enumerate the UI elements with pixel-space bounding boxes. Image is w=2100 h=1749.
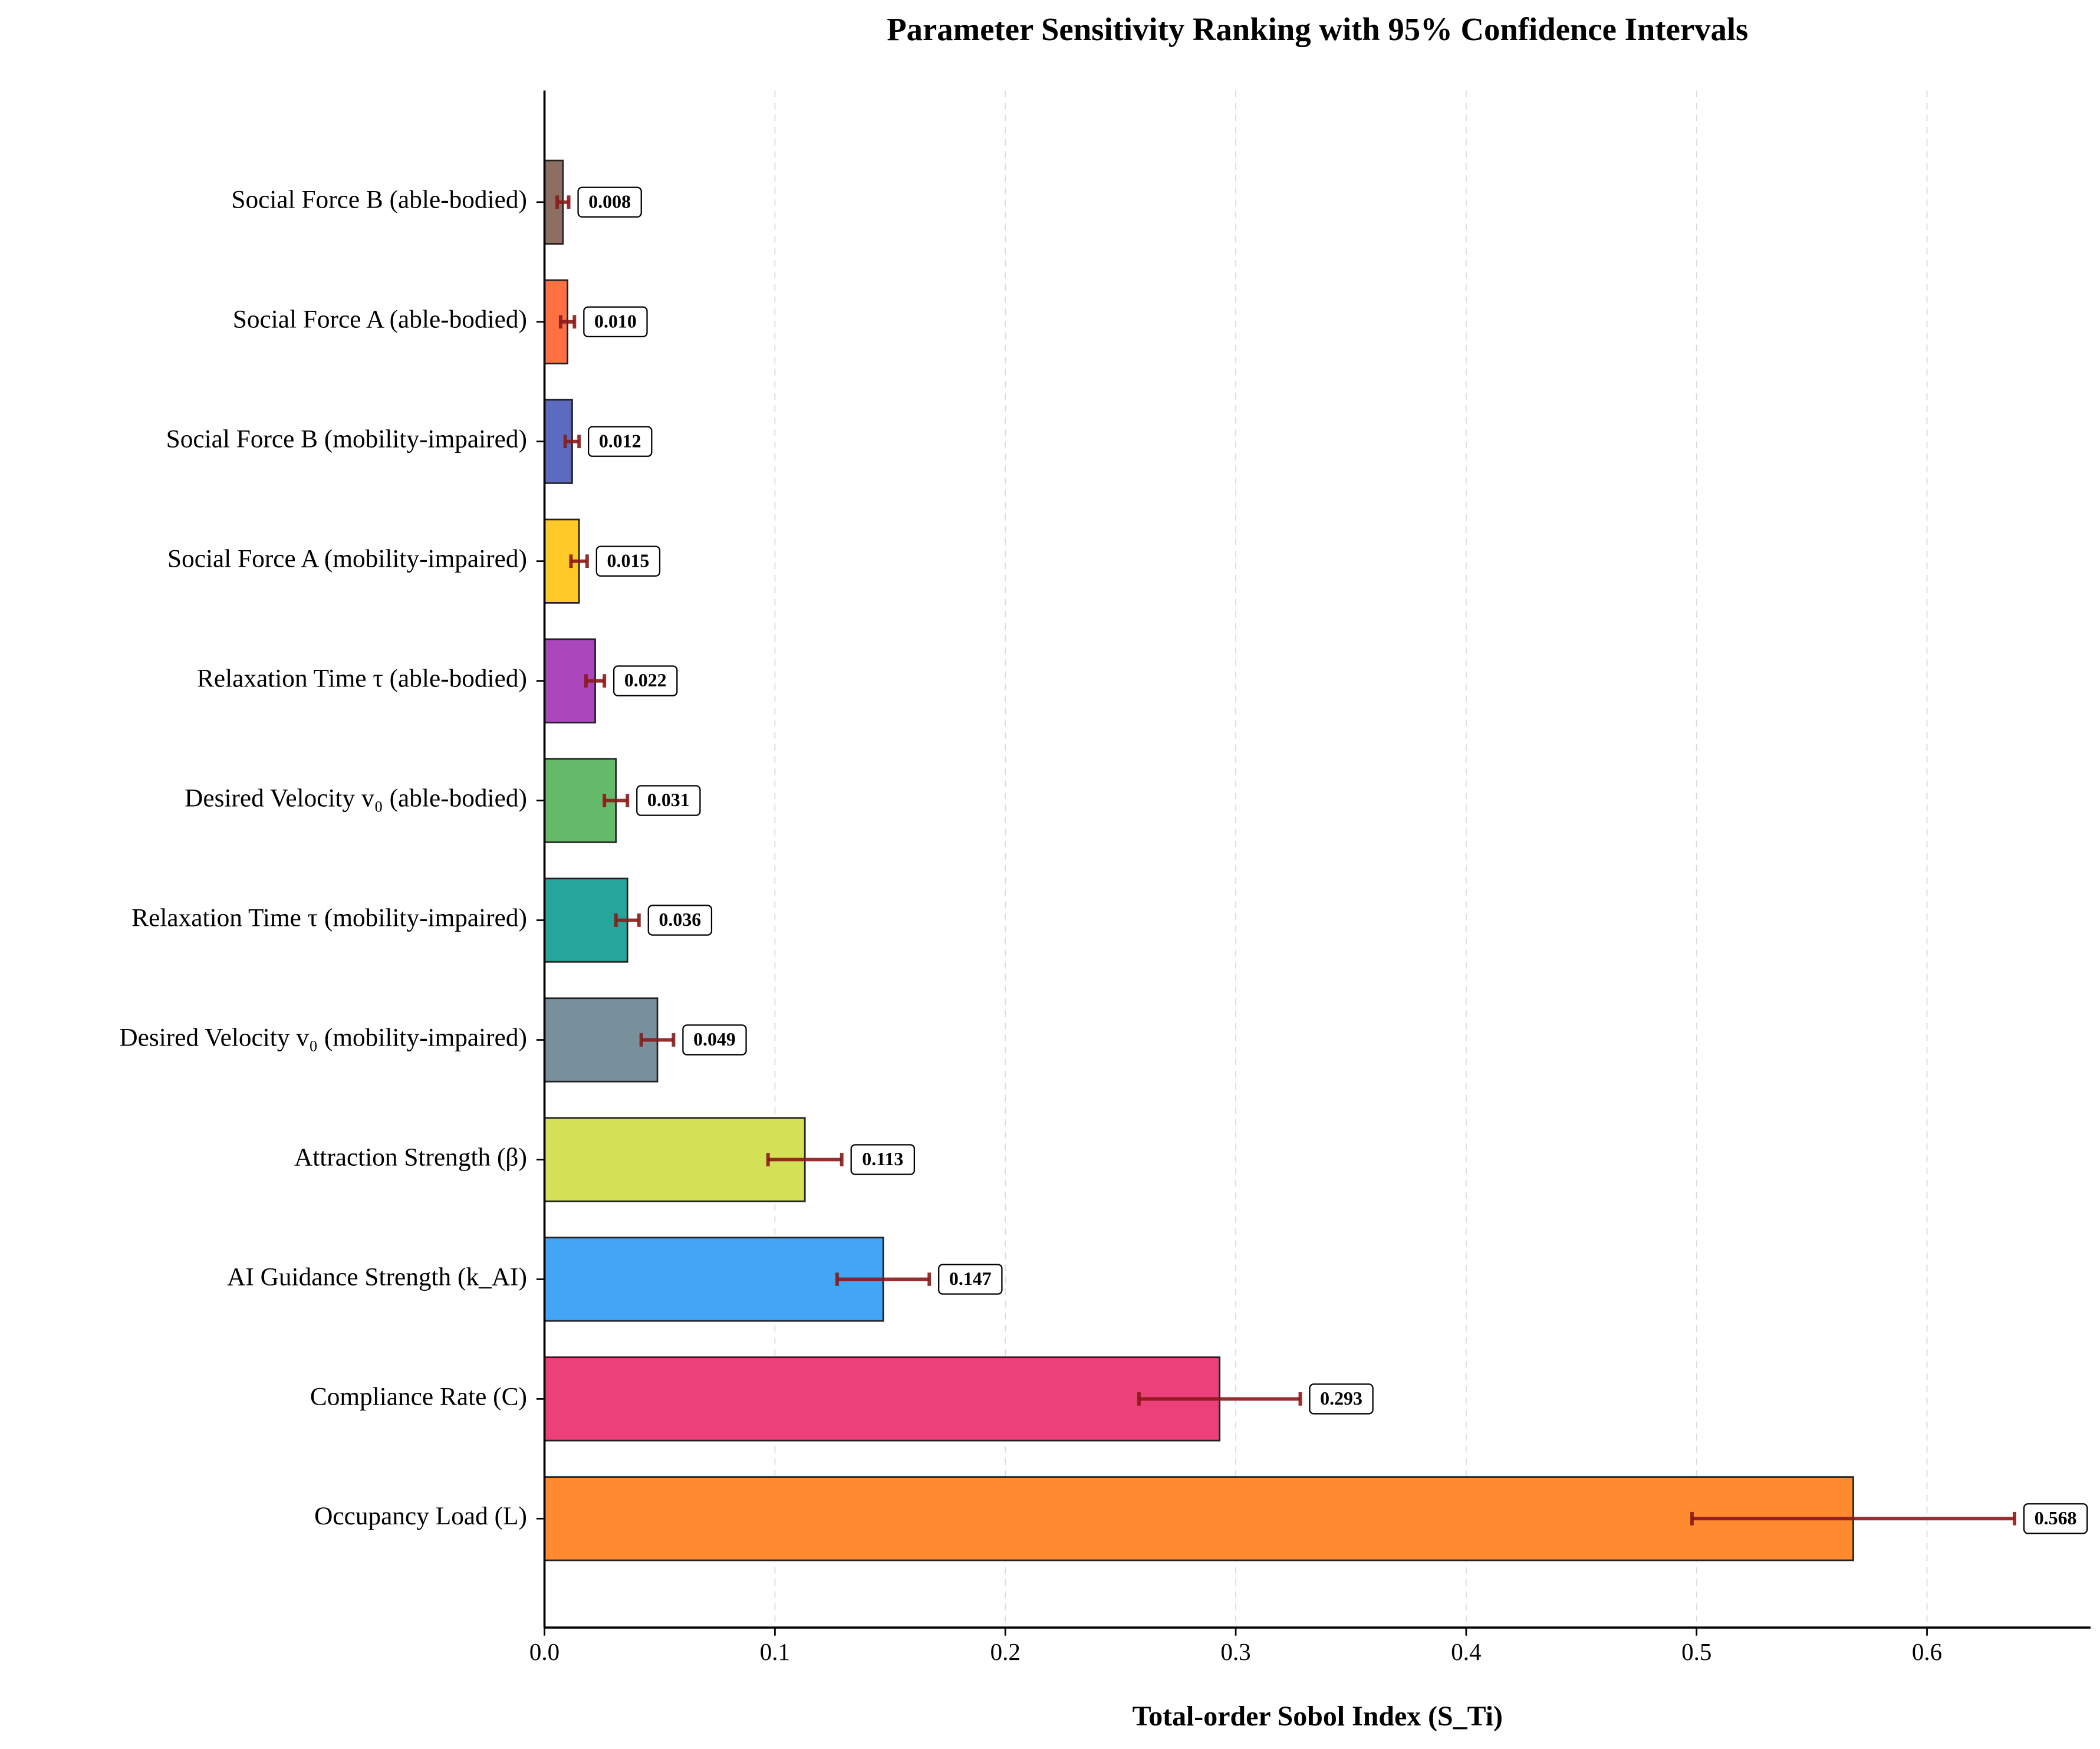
y-tick-label: Desired Velocity v₀ (able-bodied) bbox=[185, 784, 527, 813]
y-tick-label: Relaxation Time τ (mobility-impaired) bbox=[131, 903, 527, 932]
y-tick-label: Desired Velocity v₀ (mobility-impaired) bbox=[119, 1023, 526, 1051]
value-label-box bbox=[595, 545, 661, 577]
value-label: 0.147 bbox=[949, 1268, 992, 1289]
value-label-box bbox=[682, 1024, 747, 1056]
value-label: 0.031 bbox=[647, 790, 690, 810]
value-label-box bbox=[2023, 1503, 2088, 1534]
value-label-box bbox=[850, 1144, 916, 1175]
value-label-box bbox=[583, 306, 648, 337]
y-tick-label: Social Force A (mobility-impaired) bbox=[167, 545, 527, 573]
y-tick-label: Social Force B (able-bodied) bbox=[231, 186, 527, 214]
value-label: 0.036 bbox=[659, 909, 701, 930]
chart-title: Parameter Sensitivity Ranking with 95% C… bbox=[887, 11, 1748, 47]
value-label-box bbox=[577, 186, 642, 218]
x-axis-label: Total-order Sobol Index (S_Ti) bbox=[1133, 1701, 1503, 1732]
value-label-box bbox=[938, 1264, 1003, 1295]
value-label-box bbox=[647, 905, 713, 936]
value-label-box bbox=[588, 426, 653, 457]
bar bbox=[544, 1356, 1221, 1442]
x-tick-label: 0.2 bbox=[990, 1638, 1021, 1665]
value-label-box bbox=[1309, 1383, 1374, 1415]
x-tick-label: 0.1 bbox=[760, 1638, 790, 1665]
value-label: 0.012 bbox=[599, 430, 641, 451]
value-label: 0.568 bbox=[2035, 1508, 2077, 1528]
value-label-box bbox=[613, 665, 678, 696]
y-tick-label: Social Force B (mobility-impaired) bbox=[166, 425, 527, 453]
x-tick-label: 0.3 bbox=[1220, 1638, 1250, 1665]
x-tick-label: 0.0 bbox=[529, 1638, 559, 1665]
y-tick-label: Occupancy Load (L) bbox=[314, 1502, 527, 1530]
value-label: 0.008 bbox=[588, 191, 631, 212]
value-label: 0.113 bbox=[862, 1149, 903, 1169]
x-tick-label: 0.6 bbox=[1912, 1638, 1942, 1665]
bar bbox=[544, 1476, 1854, 1561]
y-tick-label: AI Guidance Strength (k_AI) bbox=[227, 1263, 527, 1291]
value-label: 0.010 bbox=[594, 311, 637, 331]
value-label: 0.022 bbox=[624, 670, 667, 691]
x-tick-label: 0.5 bbox=[1681, 1638, 1711, 1665]
bar bbox=[544, 1117, 806, 1202]
value-label-box bbox=[636, 785, 701, 816]
bar bbox=[544, 1237, 884, 1322]
value-label: 0.015 bbox=[607, 550, 650, 571]
y-tick-label: Social Force A (able-bodied) bbox=[233, 305, 527, 334]
y-tick-label: Compliance Rate (C) bbox=[310, 1382, 527, 1411]
x-tick-label: 0.4 bbox=[1451, 1638, 1481, 1665]
y-tick-label: Relaxation Time τ (able-bodied) bbox=[197, 665, 527, 693]
value-label: 0.293 bbox=[1320, 1388, 1362, 1409]
value-label: 0.049 bbox=[693, 1029, 736, 1050]
y-tick-label: Attraction Strength (β) bbox=[294, 1143, 527, 1171]
